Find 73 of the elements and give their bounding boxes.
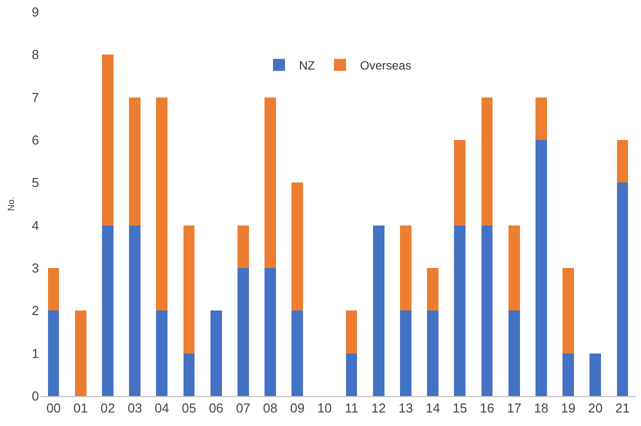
bar — [400, 310, 412, 396]
y-tick-label: 5 — [32, 175, 39, 190]
bar — [264, 97, 276, 268]
y-tick-label: 2 — [32, 303, 39, 318]
bar — [454, 140, 466, 226]
x-tick-label: 02 — [100, 400, 115, 416]
y-axis-title: No. — [6, 196, 16, 212]
x-tick-label: 13 — [398, 400, 413, 416]
x-tick-label: 08 — [263, 400, 278, 416]
x-tick-label: 01 — [73, 400, 88, 416]
y-tick-label: 3 — [32, 260, 39, 276]
bar — [48, 268, 60, 311]
y-tick-label: 6 — [32, 132, 39, 148]
bar — [129, 225, 141, 396]
bar — [292, 310, 304, 396]
bar — [237, 225, 249, 268]
bar — [346, 353, 358, 396]
legend-label: NZ — [299, 58, 315, 73]
bar — [400, 225, 412, 311]
x-tick-label: 06 — [208, 400, 224, 416]
bar — [237, 268, 249, 396]
x-tick-label: 14 — [426, 400, 440, 416]
x-tick-label: 21 — [615, 400, 630, 416]
bar — [562, 268, 574, 354]
bar — [481, 225, 493, 396]
bar — [210, 310, 222, 396]
bar — [427, 268, 439, 311]
x-tick-label: 09 — [290, 400, 305, 416]
x-tick-label: 19 — [561, 400, 576, 416]
y-tick-label: 0 — [32, 388, 39, 404]
x-tick-label: 11 — [344, 400, 358, 416]
x-tick-label: 17 — [506, 400, 522, 416]
x-tick-label: 12 — [371, 400, 386, 416]
bar — [427, 310, 439, 396]
bar — [535, 140, 547, 396]
bar — [562, 353, 574, 396]
bar — [156, 310, 168, 396]
bar — [454, 225, 466, 396]
bar — [481, 97, 493, 226]
x-tick-label: 16 — [480, 400, 494, 416]
x-tick-label: 07 — [236, 400, 250, 416]
bar — [372, 225, 384, 396]
bar — [129, 97, 141, 226]
x-tick-label: 18 — [534, 400, 548, 416]
x-tick-label: 00 — [46, 400, 61, 416]
x-tick-label: 20 — [588, 400, 603, 416]
bar — [264, 268, 276, 396]
bar — [102, 54, 114, 226]
bar — [156, 97, 168, 311]
y-tick-label: 8 — [32, 47, 39, 62]
x-tick-label: 10 — [317, 400, 332, 416]
legend-label: Overseas — [360, 58, 412, 73]
bar — [183, 353, 195, 396]
bar — [508, 225, 520, 311]
bar — [616, 182, 628, 396]
bar — [74, 310, 86, 396]
bar — [535, 97, 547, 140]
y-tick-label: 9 — [32, 4, 39, 20]
x-tick-label: 03 — [128, 400, 142, 416]
x-tick-label: 15 — [452, 400, 468, 416]
x-tick-label: 05 — [182, 400, 196, 416]
bar — [292, 182, 304, 311]
y-tick-label: 1 — [32, 346, 39, 361]
y-tick-label: 4 — [32, 218, 39, 233]
bar — [346, 310, 358, 354]
bar — [616, 140, 628, 183]
bar — [590, 353, 602, 396]
bar — [183, 225, 195, 354]
x-tick-label: 04 — [154, 400, 170, 416]
bar — [102, 225, 114, 396]
bar — [48, 310, 60, 396]
y-tick-label: 7 — [32, 90, 39, 105]
bar — [508, 310, 520, 396]
